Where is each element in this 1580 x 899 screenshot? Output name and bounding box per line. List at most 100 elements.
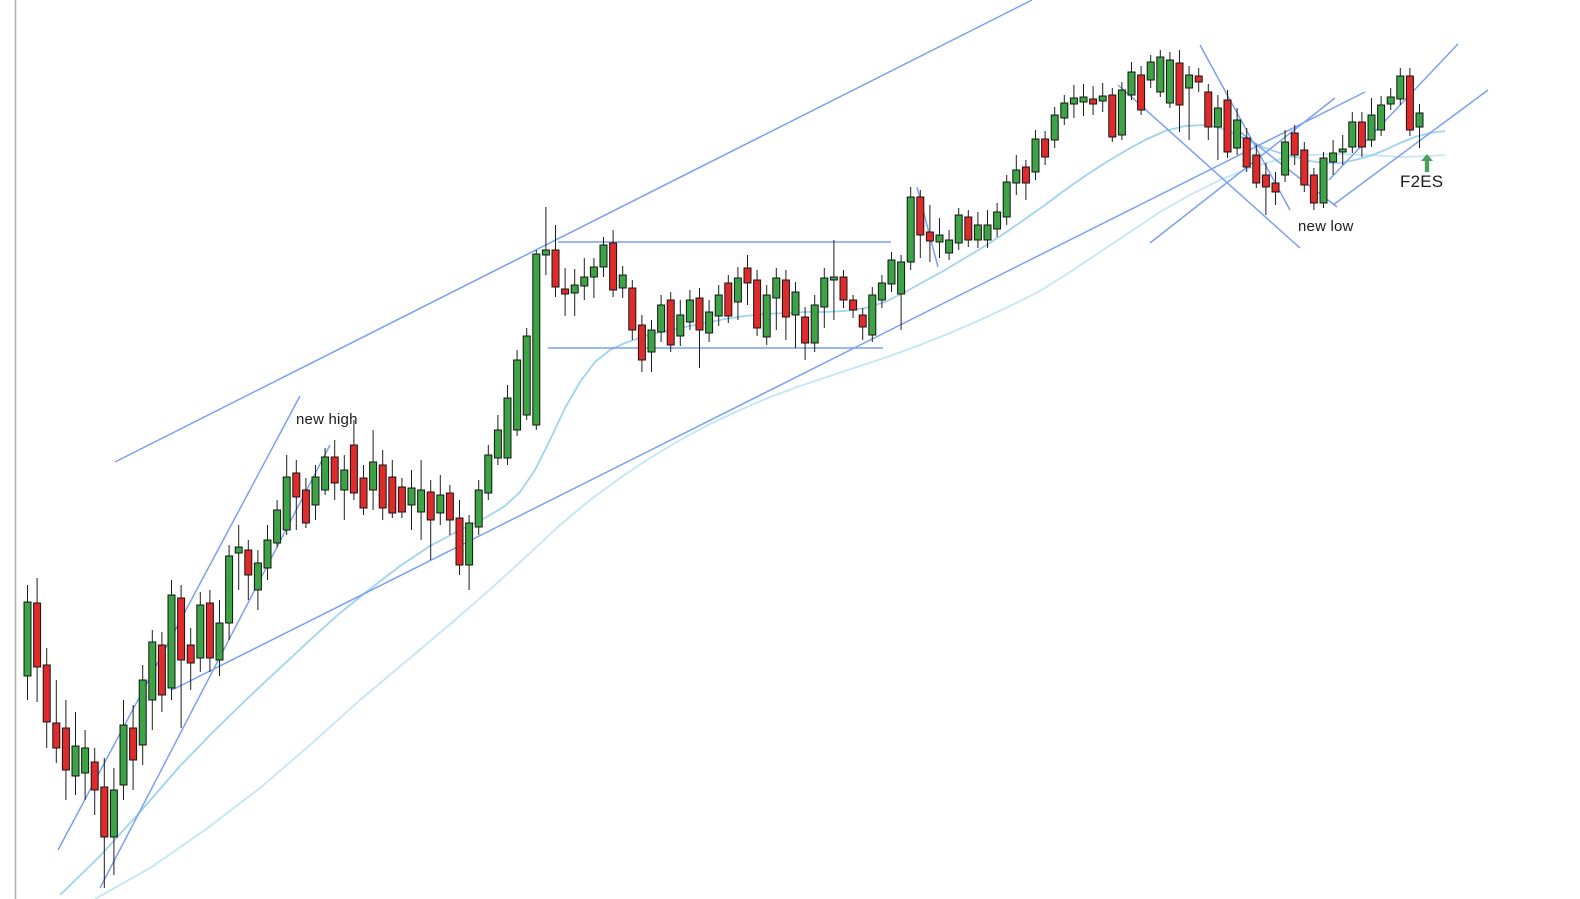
candle-body-up	[1050, 114, 1059, 141]
candle-body-down	[1194, 75, 1203, 83]
candle-body-up	[321, 456, 330, 491]
candle-body-up	[369, 461, 378, 491]
candle-body-up	[618, 274, 627, 289]
candle-body-down	[1242, 137, 1251, 168]
candle-body-up	[1156, 56, 1165, 93]
candle-body-up	[138, 679, 147, 746]
trendline-11[interactable]	[1328, 43, 1459, 181]
candle-body-up	[1146, 61, 1155, 81]
candle-body-down	[609, 242, 618, 291]
candle-body-up	[589, 266, 598, 278]
candle-body-up	[1185, 74, 1194, 89]
candle-body-up	[897, 261, 906, 295]
candle-body-up	[906, 196, 915, 263]
candle-body-down	[695, 297, 704, 331]
candle-body-up	[1415, 112, 1424, 128]
candle-body-down	[1204, 91, 1213, 128]
candle-body-down	[205, 602, 214, 659]
candle-body-up	[541, 249, 550, 256]
candle-body-up	[887, 259, 896, 285]
candle-body-down	[666, 299, 675, 346]
candle-body-down	[637, 324, 646, 361]
candle-body-up	[522, 335, 531, 416]
candle-body-up	[983, 224, 992, 241]
trendline-0[interactable]	[114, 0, 1033, 463]
candle-body-down	[753, 279, 762, 329]
candle-body-down	[33, 602, 42, 668]
candle-body-up	[407, 487, 416, 506]
candle-body-down	[1175, 62, 1184, 106]
candle-body-up	[877, 282, 886, 301]
candle-body-down	[858, 314, 867, 328]
candle-body-down	[388, 476, 397, 514]
candle-body-up	[685, 299, 694, 323]
ma-slow-line	[94, 153, 1446, 899]
candle-body-down	[1089, 98, 1098, 105]
candle-body-up	[1060, 102, 1069, 119]
annotation-new-low[interactable]: new low	[1298, 218, 1354, 235]
candle-body-up	[167, 594, 176, 689]
candle-body-down	[42, 664, 51, 723]
candle-body-up	[1069, 97, 1078, 105]
candle-body-down	[397, 486, 406, 513]
candle-body-down	[61, 727, 70, 771]
candle-body-down	[561, 288, 570, 295]
annotation-new-high[interactable]: new high	[296, 411, 358, 428]
candle-body-up	[676, 314, 685, 337]
candle-body-up	[253, 562, 262, 591]
candle-body-down	[1261, 174, 1270, 188]
trendline-3[interactable]	[171, 91, 1366, 691]
candle-body-up	[945, 239, 954, 254]
candle-body-up	[1117, 89, 1126, 136]
candle-body-down	[1357, 121, 1366, 148]
candle-body-down	[1271, 182, 1280, 193]
candle-body-up	[1002, 181, 1011, 218]
candle-body-up	[71, 745, 80, 777]
candle-body-up	[119, 724, 128, 786]
candle-body-up	[868, 294, 877, 336]
candle-body-up	[810, 304, 819, 344]
candle-body-down	[1405, 75, 1414, 131]
candle-body-up	[1386, 96, 1395, 105]
candle-body-up	[23, 601, 32, 677]
annotation-f2es[interactable]: F2ES	[1400, 172, 1444, 191]
candle-body-up	[1319, 157, 1328, 204]
candle-body-up	[1079, 96, 1088, 103]
candle-body-down	[781, 279, 790, 318]
candle-body-up	[1233, 119, 1242, 149]
candle-body-down	[1309, 174, 1318, 204]
trendline-2[interactable]	[99, 444, 331, 889]
candle-body-down	[349, 444, 358, 494]
candle-body-down	[359, 477, 368, 509]
candle-body-up	[436, 494, 445, 514]
candle-body-up	[1367, 114, 1376, 141]
candle-body-up	[705, 311, 714, 334]
candle-body-down	[801, 316, 810, 344]
candle-body-down	[52, 722, 61, 749]
candle-body-down	[724, 282, 733, 317]
candle-body-up	[1396, 75, 1405, 100]
candle-body-up	[340, 469, 349, 491]
candle-body-up	[1012, 169, 1021, 184]
trendline-12[interactable]	[1332, 89, 1489, 206]
candle-body-up	[513, 359, 522, 431]
candle-body-up	[148, 641, 157, 701]
candle-body-down	[157, 644, 166, 696]
candle-body-up	[829, 276, 838, 281]
candle-body-up	[532, 253, 541, 426]
up-arrow-icon[interactable]	[1421, 154, 1433, 172]
candle-body-up	[954, 214, 963, 244]
candle-body-down	[1108, 94, 1117, 138]
candle-body-up	[465, 522, 474, 566]
candle-body-up	[791, 291, 800, 316]
candle-body-up	[993, 211, 1002, 230]
candle-body-down	[1290, 132, 1299, 156]
candle-body-down	[1223, 99, 1232, 153]
trendline-10[interactable]	[1149, 97, 1336, 244]
candle-body-up	[1329, 152, 1338, 163]
candle-body-down	[1300, 149, 1309, 186]
candle-body-down	[849, 299, 858, 311]
trendline-8[interactable]	[1117, 84, 1301, 249]
